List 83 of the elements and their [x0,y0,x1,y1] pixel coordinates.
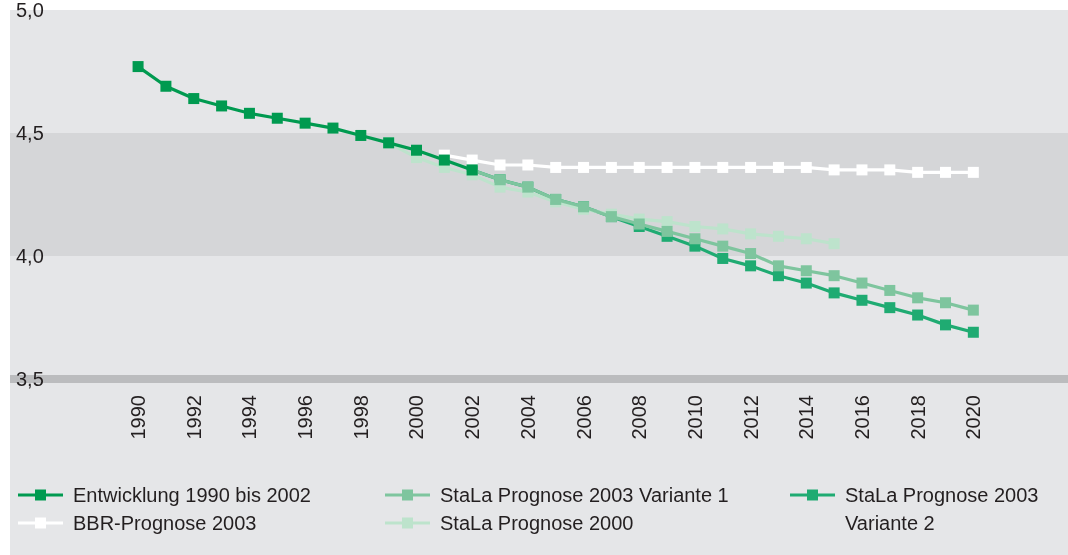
legend-label: StaLa Prognose 2003 Variante 1 [440,484,729,506]
point [939,297,951,309]
point [772,260,784,272]
x-tick-label: 2010 [683,395,706,440]
x-tick-label: 1998 [349,395,372,440]
x-tick-label: 2006 [572,395,595,440]
point [438,154,450,166]
point [745,228,757,240]
legend-label: BBR-Prognose 2003 [73,512,257,534]
point [160,80,172,92]
point [856,277,868,289]
legend-label: Entwicklung 1990 bis 2002 [73,484,311,506]
x-tick-label: 2008 [628,395,651,440]
point [494,159,506,171]
point [188,93,200,105]
point [939,166,951,178]
point [967,326,979,338]
point [717,240,729,252]
point [717,223,729,235]
point [216,100,228,112]
point [689,220,701,232]
legend-label: StaLa Prognose 2003 Variante 2 [845,484,1039,534]
x-tick-label: 1990 [127,395,150,440]
x-tick-label: 2014 [795,395,818,440]
point [717,252,729,264]
point [661,161,673,173]
point [633,161,645,173]
point [828,287,840,299]
point [717,161,729,173]
point [132,61,144,73]
point [745,161,757,173]
y-tick-label: 5,0 [16,0,44,21]
point [912,292,924,304]
y-tick-label: 4,0 [16,245,44,267]
x-tick-label: 2018 [906,395,929,440]
x-tick-label: 2012 [739,395,762,440]
legend-label: StaLa Prognose 2000 [440,512,634,534]
point [661,216,673,228]
x-tick-label: 2004 [516,395,539,440]
point [299,117,311,129]
point [800,233,812,245]
point [828,238,840,250]
point [800,265,812,277]
y-tick-label: 3,5 [16,368,44,390]
point [800,277,812,289]
point [884,302,896,314]
point [772,161,784,173]
point [410,144,422,156]
point [605,161,617,173]
point [550,161,562,173]
point [856,164,868,176]
point [578,161,590,173]
point [661,225,673,237]
x-tick-label: 1992 [182,395,205,440]
point [939,319,951,331]
point [912,309,924,321]
point [522,159,534,171]
y-tick-label: 4,5 [16,122,44,144]
x-tick-label: 2020 [962,395,985,440]
point [800,161,812,173]
point [327,122,339,134]
x-tick-label: 1996 [294,395,317,440]
point [689,233,701,245]
point [884,164,896,176]
point [271,112,283,124]
point [745,260,757,272]
point [967,166,979,178]
x-tick-label: 2000 [405,395,428,440]
x-tick-label: 1994 [238,395,261,440]
point [355,129,367,141]
point [243,107,255,119]
point [772,270,784,282]
point [745,248,757,260]
x-tick-label: 2016 [850,395,873,440]
x-tick-label: 2002 [461,395,484,440]
point [967,304,979,316]
point [828,270,840,282]
point [884,284,896,296]
point [828,164,840,176]
point [856,294,868,306]
point [772,230,784,242]
point [912,166,924,178]
point [689,161,701,173]
